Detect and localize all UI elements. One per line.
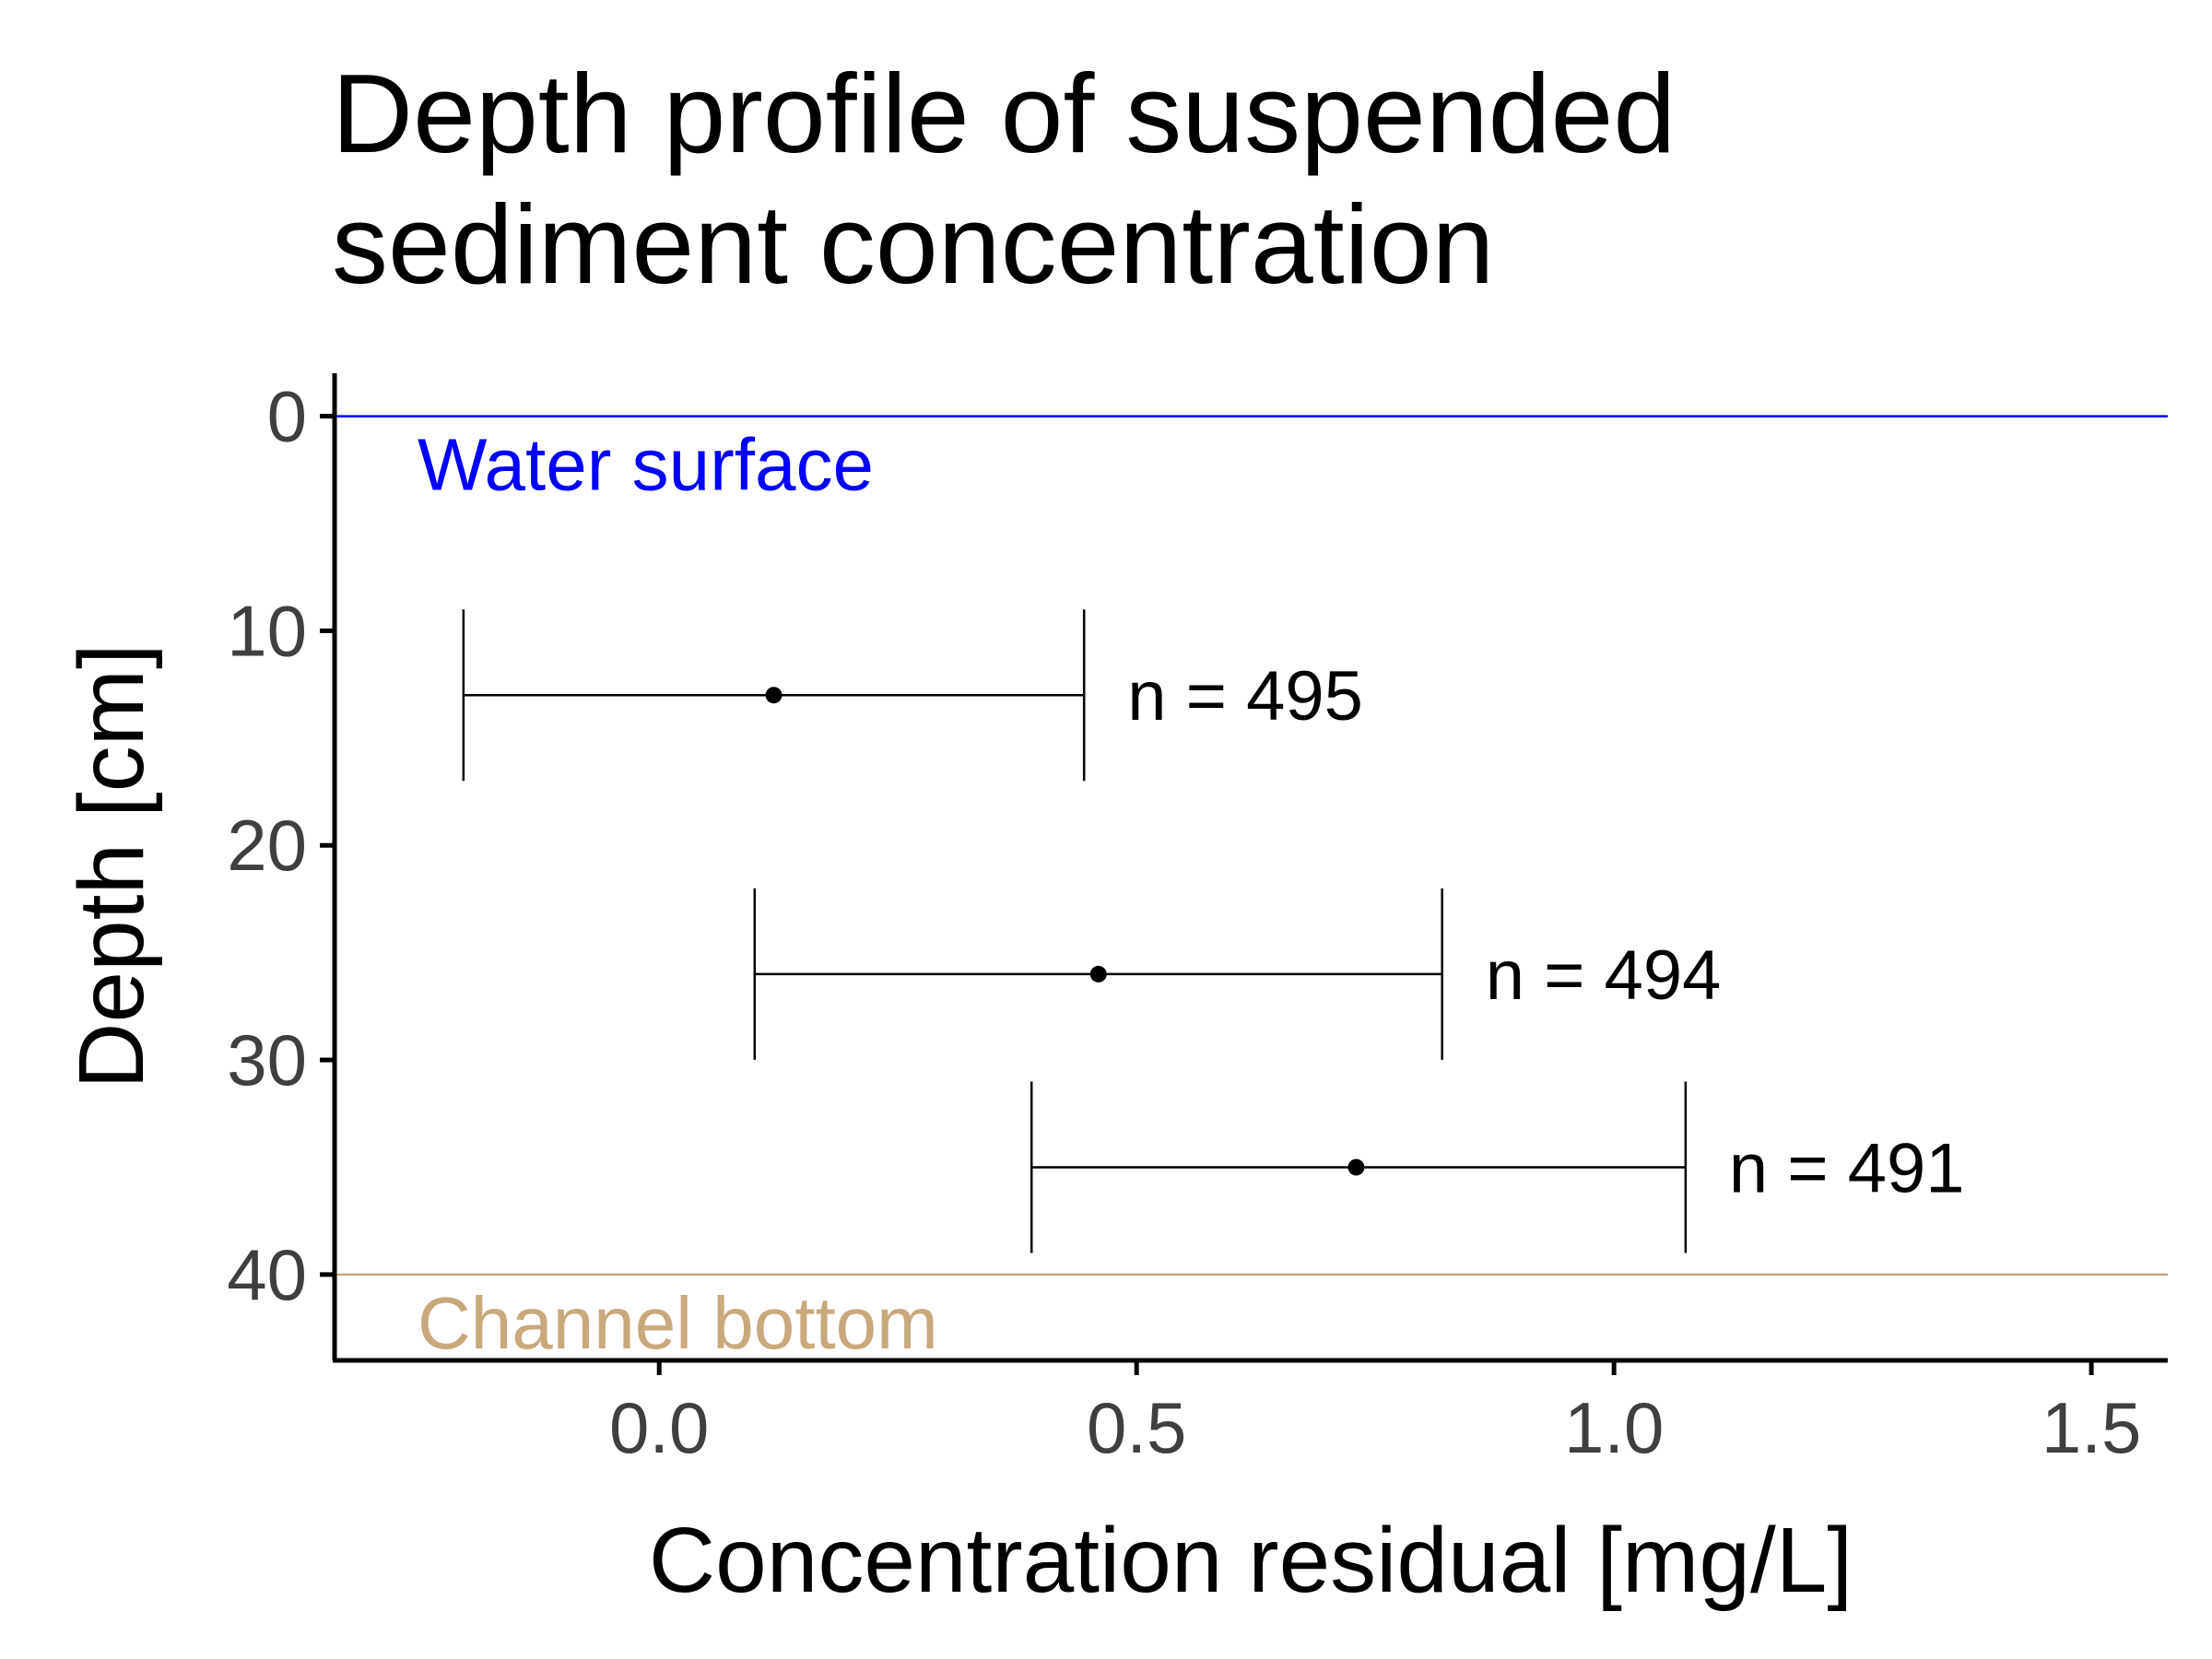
y-tick-label-3: 30 (227, 1019, 307, 1100)
y-axis-title: Depth [cm] (60, 643, 163, 1089)
y-tick-label-2: 20 (227, 805, 307, 886)
chart-title: Depth profile of suspended sediment conc… (332, 51, 1677, 307)
x-tick-label-0: 0.0 (609, 1387, 709, 1468)
sample-size-label-2: n = 491 (1729, 1129, 1965, 1207)
reference-lines: Water surface Channel bottom (335, 415, 2168, 1364)
y-tick-label-0: 0 (267, 376, 307, 457)
mean-point-1 (1089, 965, 1107, 982)
x-tick-label-3: 1.5 (2041, 1387, 2141, 1468)
mean-point-2 (1347, 1159, 1365, 1176)
x-axis-title: Concentration residual [mg/L] (649, 1509, 1853, 1612)
sample-size-label-0: n = 495 (1127, 657, 1363, 735)
y-tick-label-4: 40 (227, 1234, 307, 1315)
error-bars: n = 495 n = 494 n = 491 (462, 609, 1965, 1253)
sample-size-label-1: n = 494 (1486, 936, 1722, 1015)
y-tick-label-1: 10 (227, 590, 307, 671)
axes (332, 373, 2168, 1363)
x-tick-label-1: 0.5 (1087, 1387, 1186, 1468)
y-axis-ticks: 0 10 20 30 40 (227, 376, 335, 1315)
reference-label-1: Channel bottom (418, 1282, 938, 1364)
x-axis-ticks: 0.0 0.5 1.0 1.5 (609, 1360, 2141, 1468)
mean-point-0 (765, 687, 782, 704)
reference-label-0: Water surface (418, 424, 874, 506)
x-tick-label-2: 1.0 (1564, 1387, 1664, 1468)
